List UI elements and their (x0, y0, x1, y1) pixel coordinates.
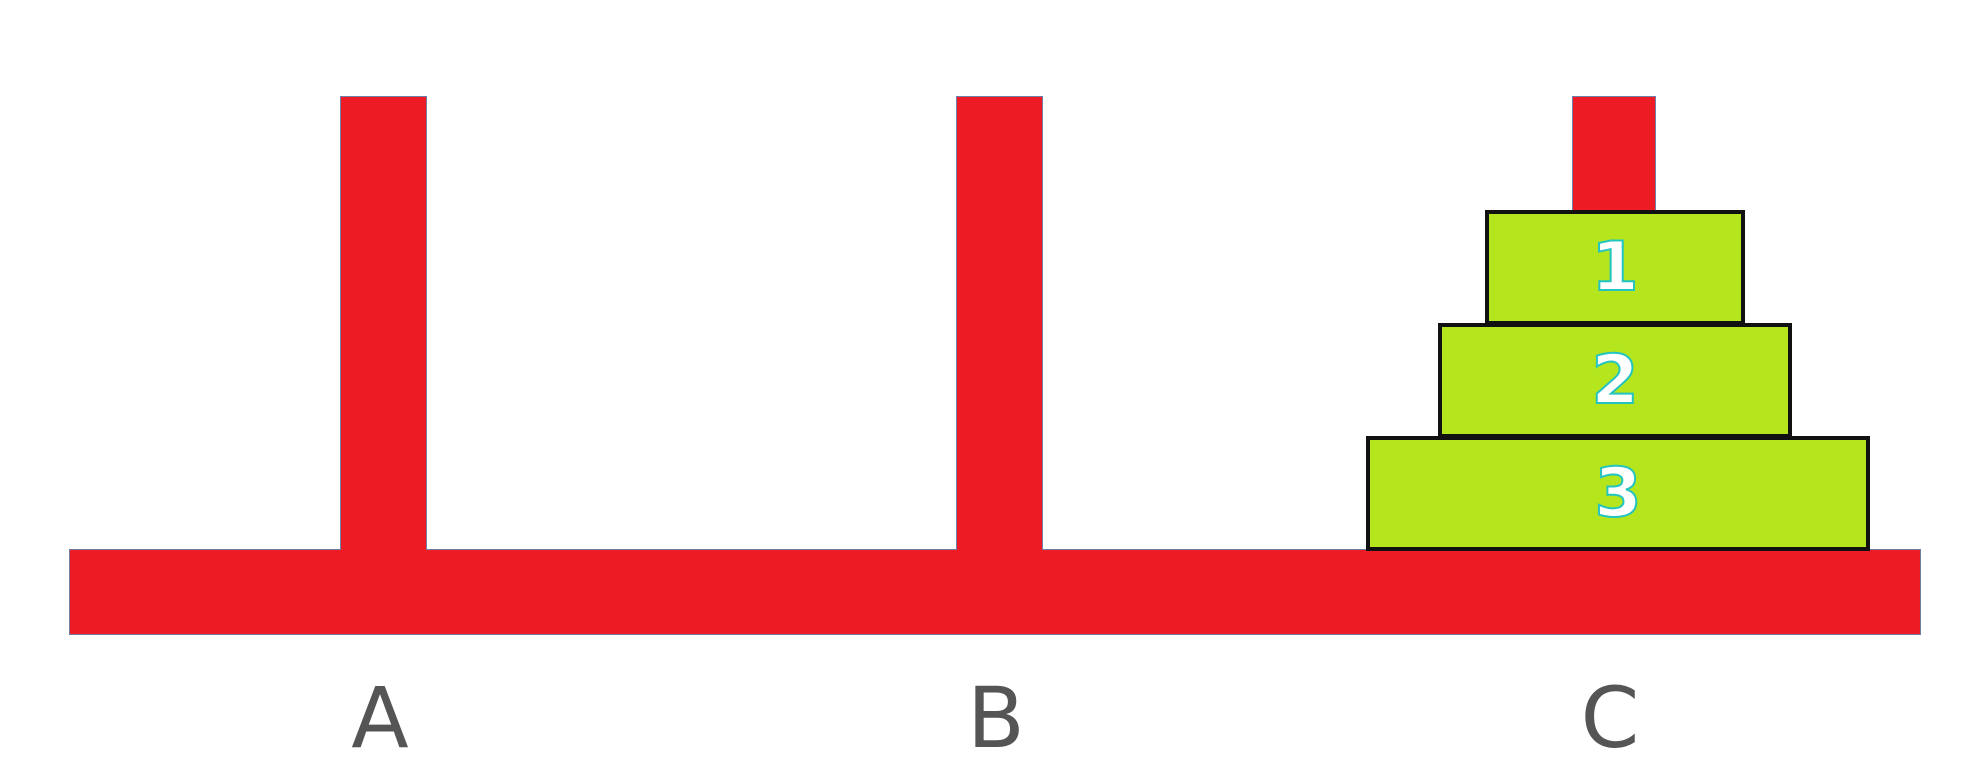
disk-3-label: 3 (1593, 453, 1642, 533)
peg-a-label: A (351, 669, 409, 767)
disk-2-label: 2 (1590, 340, 1639, 420)
disk-2: 2 (1438, 323, 1792, 438)
disk-1: 1 (1485, 210, 1745, 325)
peg-b-label: B (967, 669, 1025, 767)
peg-c-label: C (1580, 669, 1640, 767)
disk-3: 3 (1366, 436, 1870, 551)
peg-b (956, 96, 1043, 550)
peg-c (1572, 96, 1656, 211)
tower-base (69, 549, 1921, 635)
disk-1-label: 1 (1590, 227, 1639, 307)
peg-a (340, 96, 427, 550)
